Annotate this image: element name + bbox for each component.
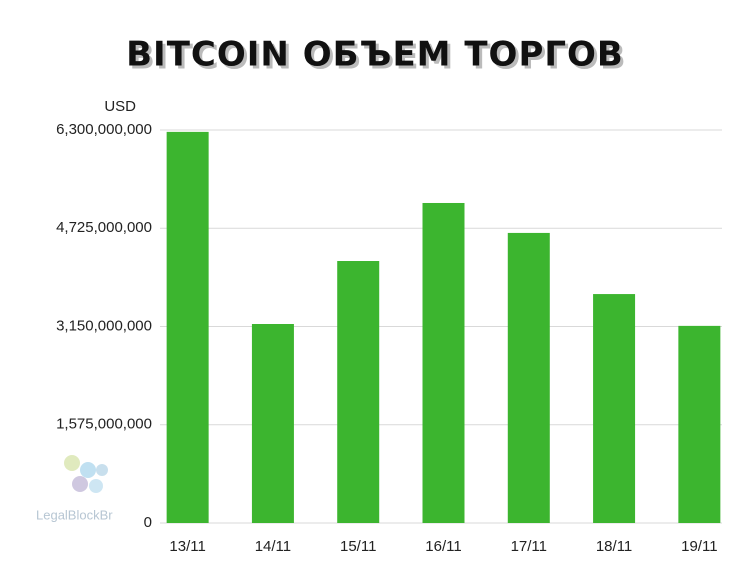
y-tick-label: 1,575,000,000 <box>56 416 152 433</box>
y-tick-label: 4,725,000,000 <box>56 219 152 236</box>
y-tick-label: 0 <box>144 514 152 531</box>
bar <box>166 131 209 523</box>
y-axis-unit: USD <box>104 98 136 115</box>
x-tick-label: 19/11 <box>681 538 717 555</box>
bar <box>251 324 294 523</box>
bar <box>678 325 721 523</box>
x-tick-label: 16/11 <box>425 538 461 555</box>
y-tick-label: 3,150,000,000 <box>56 317 152 334</box>
x-tick-label: 15/11 <box>340 538 376 555</box>
bar <box>337 261 380 523</box>
bar <box>507 232 550 523</box>
bar <box>593 294 636 523</box>
x-tick-label: 17/11 <box>511 538 547 555</box>
x-tick-label: 18/11 <box>596 538 632 555</box>
watermark-logo <box>64 455 108 493</box>
watermark: LegalBlockBr <box>36 507 113 522</box>
chart-title: BITCOIN ОБЪЕМ ТОРГОВ <box>126 35 624 75</box>
y-tick-label: 6,300,000,000 <box>56 121 152 138</box>
bar <box>422 202 465 523</box>
x-tick-label: 13/11 <box>169 538 205 555</box>
x-tick-label: 14/11 <box>255 538 291 555</box>
